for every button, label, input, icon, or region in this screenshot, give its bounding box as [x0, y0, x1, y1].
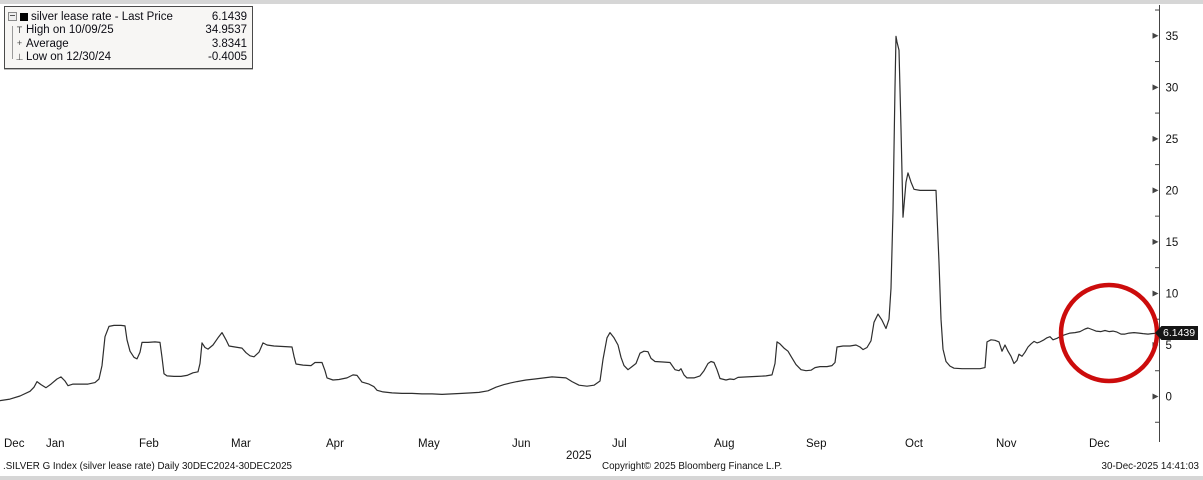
average-label: Average [26, 37, 69, 50]
average-marker-icon: + [16, 38, 23, 49]
y-axis-tick-label: 15 [1166, 237, 1179, 249]
x-axis-month-label: Dec [1089, 438, 1110, 450]
y-axis-tick-label: 10 [1166, 288, 1179, 300]
high-value: 34.9537 [205, 24, 247, 37]
x-axis-month-label: Jun [512, 438, 531, 450]
x-axis-month-label: Feb [139, 438, 159, 450]
x-axis-month-label: Jul [612, 438, 627, 450]
x-axis-month-label: Dec [4, 438, 25, 450]
y-axis-major-tick [1152, 32, 1159, 39]
legend-row-last-price[interactable]: silver lease rate - Last Price 6.1439 [8, 10, 247, 24]
low-value: -0.4005 [207, 51, 247, 64]
timestamp-text: 30-Dec-2025 14:41:03 [1101, 461, 1200, 472]
y-axis-major-tick [1152, 84, 1159, 91]
ticker-description-text: .SILVER G Index (silver lease rate) Dail… [3, 461, 292, 472]
low-label: Low on 12/30/24 [26, 51, 112, 64]
x-axis-month-label: Sep [806, 438, 826, 450]
x-axis-year-label: 2025 [566, 450, 592, 462]
copyright-text: Copyright© 2025 Bloomberg Finance L.P. [602, 461, 783, 472]
y-axis-tick-label: 5 [1166, 340, 1172, 352]
high-marker-icon: T [16, 24, 23, 35]
price-line [0, 35, 1158, 402]
y-axis-tick-label: 20 [1166, 185, 1179, 197]
legend-row-high[interactable]: T High on 10/09/25 34.9537 [8, 24, 247, 38]
x-axis-month-label: Apr [326, 438, 344, 450]
y-axis-major-tick [1152, 393, 1159, 400]
x-axis-month-label: Oct [905, 438, 924, 450]
series-square-icon [20, 12, 28, 21]
y-axis-major-tick [1152, 135, 1159, 142]
last-price-value: 6.1439 [211, 10, 247, 23]
expander-icon[interactable] [8, 12, 17, 22]
bottom-border-strip [0, 476, 1203, 480]
legend-tree-line [12, 26, 13, 59]
y-axis-tick-label: 35 [1166, 31, 1179, 43]
legend-row-average[interactable]: + Average 3.8341 [8, 37, 247, 51]
y-axis-tick-label: 0 [1166, 392, 1172, 404]
y-axis-major-tick [1152, 187, 1159, 194]
average-value: 3.8341 [211, 37, 247, 50]
x-axis-month-label: Aug [714, 438, 734, 450]
x-axis-month-label: Mar [231, 438, 251, 450]
x-axis-month-label: Nov [996, 438, 1017, 450]
y-axis-tick-label: 30 [1166, 82, 1179, 94]
legend-row-low[interactable]: ⊥ Low on 12/30/24 -0.4005 [8, 51, 247, 65]
top-border-strip [0, 0, 1203, 4]
series-label: silver lease rate - Last Price [31, 10, 173, 23]
legend-box: silver lease rate - Last Price 6.1439 T … [4, 6, 253, 69]
y-axis-major-tick [1152, 238, 1159, 245]
x-axis-month-label: May [418, 438, 440, 450]
y-axis-major-tick [1152, 290, 1159, 297]
x-axis-month-label: Jan [46, 438, 65, 450]
y-axis-tick-label: 25 [1166, 134, 1179, 146]
low-marker-icon: ⊥ [15, 51, 24, 62]
high-label: High on 10/09/25 [26, 24, 114, 37]
last-price-tag: 6.1439 [1155, 326, 1199, 340]
